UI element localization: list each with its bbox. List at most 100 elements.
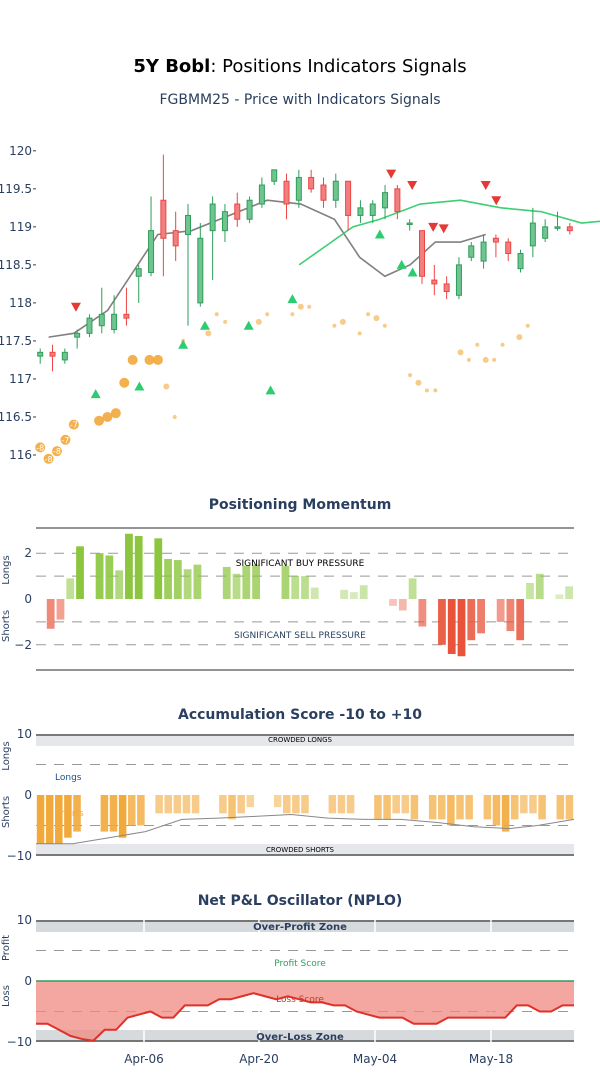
buy-signal-marker bbox=[265, 385, 276, 395]
moving-average-green bbox=[298, 199, 600, 266]
buy-signal-marker bbox=[407, 267, 418, 277]
score-dot-label: -7 bbox=[61, 436, 69, 445]
accumulation-bar bbox=[109, 795, 118, 832]
accumulation-bar bbox=[219, 795, 227, 814]
accumulation-bar bbox=[36, 795, 45, 844]
candle-body bbox=[111, 313, 118, 331]
accumulation-trend-line bbox=[36, 814, 575, 845]
x-date-label: Apr-06 bbox=[124, 1052, 164, 1066]
candle-body bbox=[394, 188, 401, 213]
accumulation-bar bbox=[538, 795, 546, 820]
accumulation-bar bbox=[64, 795, 72, 838]
momentum-ytick-label: 0 bbox=[24, 592, 32, 606]
score-dot bbox=[163, 383, 170, 390]
buy-signal-marker bbox=[243, 320, 254, 330]
score-dot bbox=[357, 331, 362, 336]
price-ytick-label: 117 bbox=[9, 372, 32, 386]
accumulation-bar bbox=[510, 795, 519, 820]
crowded-shorts-annotation: CROWDED SHORTS bbox=[266, 846, 334, 854]
candle-body bbox=[271, 169, 278, 182]
momentum-bar bbox=[457, 599, 466, 657]
momentum-bar bbox=[535, 573, 544, 599]
momentum-bar bbox=[496, 599, 505, 622]
accumulation-bar bbox=[328, 795, 337, 814]
accumulation-bar bbox=[374, 795, 382, 820]
accum-ylabel-longs: Longs bbox=[1, 741, 12, 770]
accum-ytick-label: 10 bbox=[17, 727, 32, 741]
x-date-label: May-04 bbox=[353, 1052, 397, 1066]
price-chart-title: FGBMM25 - Price with Indicators Signals bbox=[159, 92, 441, 108]
momentum-ytick-label: 2 bbox=[24, 546, 32, 560]
buy-signal-marker bbox=[90, 389, 101, 399]
price-ytick-label: 119.5 bbox=[0, 182, 32, 196]
score-dot bbox=[482, 356, 489, 363]
candle-body bbox=[221, 211, 228, 232]
accumulation-bar bbox=[283, 795, 291, 814]
momentum-bar bbox=[76, 546, 84, 599]
score-dot bbox=[43, 453, 54, 464]
accumulation-bar bbox=[292, 795, 300, 814]
accumulation-bar bbox=[301, 795, 309, 814]
accumulation-bar bbox=[392, 795, 400, 814]
accumulation-bar bbox=[45, 795, 54, 844]
score-dot bbox=[339, 318, 346, 325]
candle-body bbox=[135, 268, 142, 277]
accum-ylabel-shorts: Shorts bbox=[1, 796, 12, 828]
sell-signal-marker bbox=[480, 181, 491, 191]
buy-signal-marker bbox=[287, 294, 298, 304]
momentum-bar bbox=[222, 566, 231, 599]
buy-signal-marker bbox=[396, 259, 407, 269]
candle-body bbox=[492, 237, 499, 243]
momentum-bar bbox=[555, 594, 564, 599]
candle-body bbox=[148, 230, 155, 273]
x-date-label: May-18 bbox=[469, 1052, 513, 1066]
candle-body bbox=[246, 199, 253, 220]
candle-body bbox=[455, 264, 462, 296]
loss-score-area bbox=[36, 981, 574, 1041]
momentum-bar bbox=[125, 533, 133, 599]
score-dot bbox=[492, 357, 497, 362]
momentum-bar bbox=[105, 555, 114, 599]
crowded-longs-annotation: CROWDED LONGS bbox=[268, 736, 332, 744]
momentum-bar bbox=[418, 599, 427, 627]
accum-legend-shorts: Shorts bbox=[55, 809, 84, 819]
candle-body bbox=[172, 230, 179, 247]
score-dot bbox=[119, 377, 130, 388]
accumulation-title: Accumulation Score -10 to +10 bbox=[178, 707, 422, 723]
price-ytick-label: 118 bbox=[9, 296, 32, 310]
momentum-bar bbox=[506, 599, 515, 632]
accum-ytick-label: −10 bbox=[7, 849, 32, 863]
score-dot bbox=[457, 349, 464, 356]
momentum-bar bbox=[46, 599, 55, 629]
candle-body bbox=[554, 226, 561, 229]
candle-body bbox=[443, 283, 450, 292]
momentum-bar bbox=[477, 599, 485, 634]
candle-body bbox=[320, 184, 327, 201]
momentum-bar bbox=[516, 599, 525, 641]
candle-body bbox=[431, 279, 438, 285]
sell-signal-marker bbox=[438, 224, 449, 234]
momentum-bar bbox=[389, 599, 397, 606]
momentum-bar bbox=[252, 564, 260, 599]
candle-body bbox=[480, 241, 487, 262]
loss-score-legend: Loss Score bbox=[276, 995, 324, 1005]
price-ytick-label: 116 bbox=[9, 448, 32, 462]
buy-pressure-annotation: SIGNIFICANT BUY PRESSURE bbox=[236, 559, 365, 569]
candle-body bbox=[419, 230, 426, 277]
accumulation-bar bbox=[483, 795, 492, 820]
momentum-bar bbox=[359, 585, 368, 599]
momentum-bar bbox=[310, 587, 319, 599]
score-dot bbox=[424, 388, 429, 393]
candle-body bbox=[37, 351, 44, 357]
momentum-title: Positioning Momentum bbox=[208, 497, 392, 513]
momentum-bar bbox=[291, 576, 300, 599]
accumulation-bar bbox=[520, 795, 528, 814]
accumulation-bar bbox=[447, 795, 455, 826]
candle-body bbox=[197, 237, 204, 304]
momentum-bar bbox=[232, 573, 241, 599]
accumulation-bar bbox=[438, 795, 446, 820]
score-dot bbox=[102, 411, 113, 422]
accumulation-bar bbox=[55, 795, 63, 844]
accumulation-bar bbox=[456, 795, 464, 820]
profit-score-legend: Profit Score bbox=[274, 959, 326, 969]
